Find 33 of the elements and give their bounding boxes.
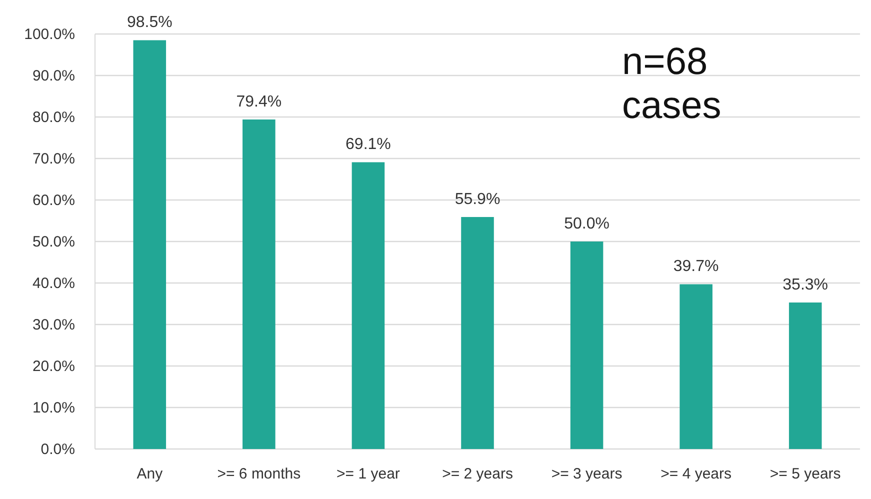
x-tick-label: >= 5 years xyxy=(770,466,841,483)
x-tick-label: >= 3 years xyxy=(551,466,622,483)
x-tick-label: >= 4 years xyxy=(660,466,732,483)
data-label: 35.3% xyxy=(782,276,828,294)
y-tick-label: 90.0% xyxy=(32,67,75,84)
y-tick-label: 60.0% xyxy=(32,192,75,209)
bar xyxy=(461,217,494,449)
data-label: 98.5% xyxy=(126,14,172,32)
x-tick-label: >= 2 years xyxy=(442,466,513,483)
y-tick-label: 30.0% xyxy=(32,316,75,334)
y-tick-label: 70.0% xyxy=(32,150,75,168)
data-label: 50.0% xyxy=(564,216,610,232)
y-tick-label: 80.0% xyxy=(32,108,75,126)
y-tick-label: 50.0% xyxy=(32,233,75,250)
bar xyxy=(133,40,166,449)
bar xyxy=(242,119,276,449)
x-tick-label: >= 6 months xyxy=(217,466,301,483)
y-tick-label: 20.0% xyxy=(32,358,75,375)
y-tick-label: 40.0% xyxy=(32,274,75,292)
bar xyxy=(788,302,822,449)
data-label: 39.7% xyxy=(673,258,719,276)
y-tick-label: 10.0% xyxy=(32,399,75,416)
bar xyxy=(352,162,385,449)
bar xyxy=(680,284,712,449)
data-label: 55.9% xyxy=(454,191,500,208)
annotation: n=68 cases xyxy=(622,41,722,127)
x-tick-label: Any xyxy=(136,466,164,483)
data-label: 69.1% xyxy=(346,136,391,154)
x-tick-label: >= 1 year xyxy=(336,466,400,483)
y-tick-label: 100.0% xyxy=(24,26,75,43)
data-label: 79.4% xyxy=(236,93,282,110)
y-tick-label: 0.0% xyxy=(40,440,75,458)
bar xyxy=(570,242,604,449)
